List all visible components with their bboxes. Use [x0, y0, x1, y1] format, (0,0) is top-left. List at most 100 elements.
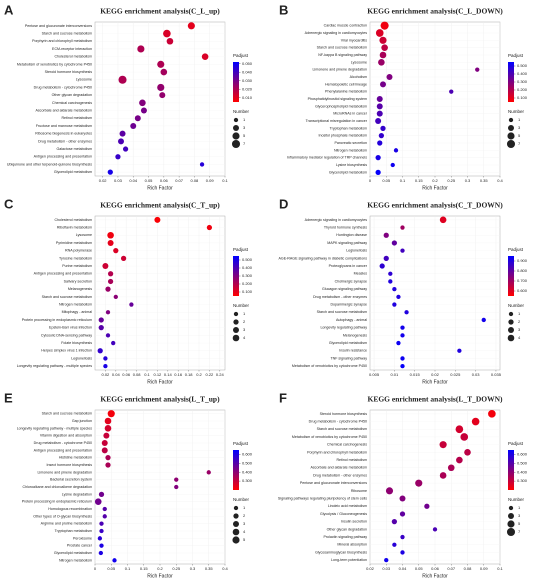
bubble: [380, 21, 389, 30]
size-legend-dot: [508, 311, 514, 317]
category-label: Cytosolic DNA-sensing pathway: [41, 333, 92, 337]
colorbar-tick-label: 0.600: [517, 452, 528, 457]
bubble: [404, 310, 409, 315]
size-legend-label: 1: [243, 505, 246, 510]
x-tick-label: 0.05: [415, 566, 424, 571]
bubble: [159, 92, 166, 99]
bubble: [377, 140, 383, 146]
bubble: [400, 333, 405, 338]
category-label: Ascorbate and aldarate metabolism: [310, 466, 367, 470]
colorbar-tick-label: 0.900: [517, 258, 528, 263]
category-label: Insulin secretion: [341, 520, 367, 524]
size-legend-label: 5: [518, 521, 521, 526]
size-legend-title: Number: [233, 109, 250, 114]
category-label: Retinol metabolism: [61, 116, 92, 120]
color-legend-title: Padjust: [233, 53, 249, 58]
size-legend-label: 1: [518, 505, 521, 510]
bubble: [376, 110, 383, 117]
x-axis-label: Rich Factor: [422, 185, 448, 191]
x-tick-label: 0.1: [144, 372, 150, 377]
category-label: Longevity regulating pathway - multiple …: [17, 426, 93, 430]
category-label: Fructose and mannose metabolism: [36, 124, 92, 128]
x-tick-label: 0.4: [222, 566, 228, 571]
bubble: [111, 340, 116, 346]
colorbar-tick-label: 0.200: [517, 87, 528, 92]
bubble: [104, 425, 112, 432]
size-legend-title: Number: [508, 109, 525, 114]
category-label: Adrenergic signaling in cardiomyocytes: [305, 218, 368, 222]
category-label: Glycerolipid metabolism: [54, 170, 92, 174]
bubble: [399, 495, 406, 502]
x-axis-label: Rich Factor: [147, 379, 173, 385]
bubble: [399, 511, 406, 517]
x-tick-label: 0.04: [112, 372, 121, 377]
category-label: Legionellosis: [71, 356, 92, 360]
size-legend-label: 7: [518, 529, 521, 534]
x-tick-label: 0.05: [382, 178, 391, 183]
category-label: Starch and sucrose metabolism: [42, 412, 92, 416]
category-label: Gap junction: [72, 419, 92, 423]
category-label: Drug metabolism - cytochrome P450: [34, 85, 92, 89]
category-label: Pancreatic secretion: [334, 141, 367, 145]
bubble: [206, 470, 211, 475]
size-legend-label: 3: [243, 125, 246, 130]
category-label: Lysosome: [76, 78, 92, 82]
bubble: [400, 325, 405, 330]
category-label: Drug metabolism - cytochrome P450: [34, 441, 92, 445]
category-label: Ribosome biogenesis in eukaryotes: [35, 132, 92, 136]
category-label: Glycolysis / Gluconeogenesis: [320, 512, 367, 516]
bubble: [130, 122, 137, 129]
bubble: [390, 162, 395, 168]
size-legend-label: 3: [518, 513, 521, 518]
x-tick-label: 0.02: [431, 372, 440, 377]
x-tick-label: 0: [94, 566, 97, 571]
bubble: [113, 294, 118, 299]
category-label: Glycerolipid metabolism: [329, 341, 367, 345]
bubble: [102, 514, 107, 519]
category-label: Proteoglycans in cancer: [329, 264, 368, 268]
category-label: Glycerophospholipid metabolism: [315, 104, 367, 108]
category-label: Steroid hormone biosynthesis: [320, 412, 368, 416]
category-label: Metabolism of xenobiotics by cytochrome …: [292, 364, 367, 368]
bubble: [375, 29, 384, 37]
x-tick-label: 0.05: [145, 178, 154, 183]
bubble: [375, 118, 382, 124]
category-label: Porphyrin and chlorophyll metabolism: [32, 39, 92, 43]
size-legend-label: 1: [518, 311, 521, 316]
bubble: [107, 278, 114, 285]
category-label: Starch and sucrose metabolism: [42, 295, 92, 299]
bubble: [378, 59, 385, 66]
colorbar: [508, 450, 514, 490]
bubble: [98, 550, 103, 556]
category-label: Dopaminergic synapse: [330, 303, 367, 307]
category-label: RNA polymerase: [65, 249, 92, 253]
bubble: [103, 356, 108, 361]
x-tick-label: 0.2: [157, 566, 163, 571]
category-label: Drug metabolism - cytochrome P450: [309, 420, 367, 424]
x-tick-label: 0.06: [431, 566, 440, 571]
bubble: [115, 154, 121, 160]
category-label: Peroxisome: [73, 536, 92, 540]
colorbar: [233, 256, 239, 296]
bubble: [137, 45, 145, 53]
x-axis-label: Rich Factor: [422, 379, 448, 385]
colorbar: [508, 256, 514, 296]
category-label: Homologous recombination: [48, 507, 92, 511]
colorbar-tick-label: 0.300: [517, 79, 528, 84]
x-tick-label: 0.02: [99, 178, 108, 183]
category-label: Inflammatory mediator regulation of TRP …: [287, 156, 367, 160]
category-label: Glycerolipid metabolism: [54, 551, 92, 555]
category-label: Herpes simplex virus 1 infection: [41, 349, 92, 353]
bubble: [393, 148, 399, 153]
category-label: Mineral absorption: [337, 543, 367, 547]
category-label: Nitrogen metabolism: [59, 558, 92, 562]
panel-letter: D: [279, 196, 288, 211]
x-tick-label: 0.005: [369, 372, 380, 377]
colorbar-tick-label: 0.300: [517, 478, 528, 483]
panel-letter: F: [279, 390, 287, 405]
bubble: [97, 348, 103, 354]
colorbar-tick-label: 0.030: [242, 78, 253, 83]
size-legend-label: 5: [243, 537, 246, 542]
category-label: Glycosaminoglycan biosynthesis: [315, 550, 367, 554]
bubble: [475, 67, 480, 72]
